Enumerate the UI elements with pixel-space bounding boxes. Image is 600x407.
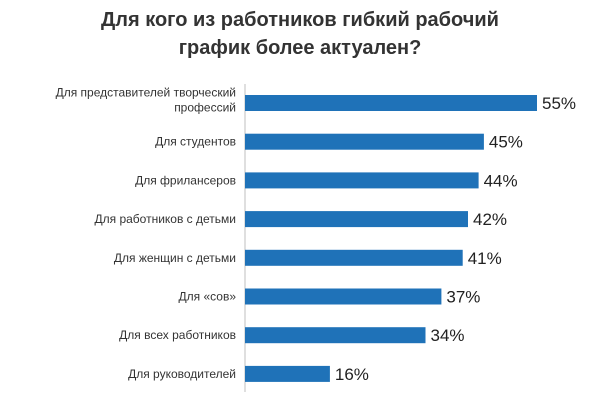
data-label: 41% xyxy=(468,249,502,268)
bar xyxy=(245,172,479,189)
category-label-line: Для работников с детьми xyxy=(95,212,237,226)
bar xyxy=(245,249,463,266)
category-label: Для фрилансеров xyxy=(135,173,236,187)
category-label: Для руководителей xyxy=(128,367,236,381)
bar xyxy=(245,95,537,111)
data-label: 44% xyxy=(484,171,518,190)
category-label-line: Для фрилансеров xyxy=(135,173,236,187)
category-label: Для представителей творческий профессий xyxy=(56,86,236,115)
category-label-line: Для студентов xyxy=(155,135,236,149)
category-label: Для студентов xyxy=(155,135,236,149)
chart-title: Для кого из работников гибкий рабочий гр… xyxy=(101,9,499,59)
bar xyxy=(245,133,484,150)
category-label: Для «сов» xyxy=(179,290,237,304)
category-label-line: Для всех работников xyxy=(119,328,236,342)
data-label: 45% xyxy=(489,133,523,152)
category-label-line: Для руководителей xyxy=(128,367,236,381)
data-label: 34% xyxy=(431,326,465,345)
bar xyxy=(245,365,330,382)
category-label-line: Для «сов» xyxy=(179,290,237,304)
category-label: Для всех работников xyxy=(119,328,236,342)
bar xyxy=(245,327,426,344)
data-label: 42% xyxy=(473,210,507,229)
category-label: Для женщин с детьми xyxy=(114,251,236,265)
bar xyxy=(245,211,468,228)
data-label: 55% xyxy=(542,94,576,113)
category-label-line: Для женщин с детьми xyxy=(114,251,236,265)
data-label: 37% xyxy=(446,288,480,307)
category-label-line: Для представителей творческий xyxy=(56,86,236,100)
bar xyxy=(245,288,442,305)
category-label: Для работников с детьми xyxy=(95,212,237,226)
category-label-line: профессий xyxy=(174,101,236,115)
data-label: 16% xyxy=(335,365,369,384)
